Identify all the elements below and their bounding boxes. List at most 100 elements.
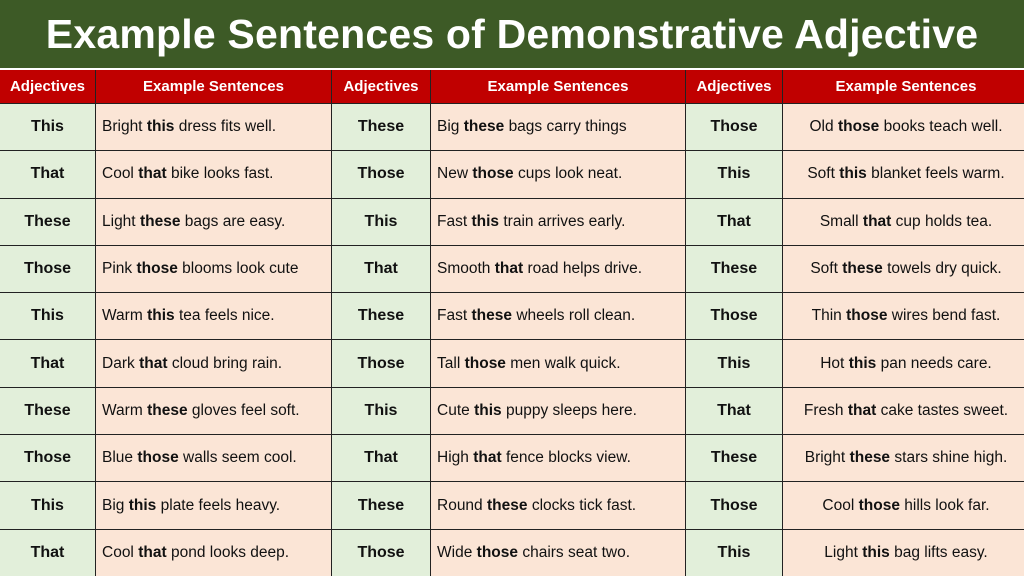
sentence-start: Blue: [102, 449, 134, 467]
sentence-cell: Big this plate feels heavy.: [96, 482, 331, 529]
sentence-start: Light: [824, 543, 858, 561]
adjective-cell: Those: [332, 340, 430, 387]
sentence-start: Warm: [102, 401, 143, 419]
sentence-end: road helps drive.: [527, 260, 643, 278]
demonstrative-word: those: [137, 449, 179, 467]
sentence-cell: Dark that cloud bring rain.: [96, 340, 331, 387]
demonstrative-word: this: [848, 354, 877, 372]
sentence-cell: Fast this train arrives early.: [431, 198, 685, 245]
demonstrative-word: those: [858, 496, 900, 514]
sentence-start: Bright: [804, 449, 846, 467]
adjective-cell: This: [0, 482, 95, 529]
demonstrative-word: those: [837, 118, 880, 136]
sentence-start: Dark: [102, 354, 135, 372]
sentence-cell: Cute this puppy sleeps here.: [431, 387, 685, 435]
sentence-start: Wide: [437, 543, 473, 561]
adjective-cell: These: [0, 198, 95, 245]
sentence-start: Tall: [437, 354, 461, 372]
adjective-cell: That: [0, 151, 95, 198]
title: Example Sentences of Demonstrative Adjec…: [0, 0, 1024, 68]
table: Adjectives Example Sentences Adjectives Exa…: [0, 70, 1024, 576]
adjective-cell: This: [686, 151, 782, 198]
sentence-end: pond looks deep.: [170, 543, 290, 561]
sentence-end: chairs seat two.: [522, 543, 631, 561]
demonstrative-word: these: [147, 401, 188, 419]
sentence-start: Fast: [437, 307, 468, 325]
sentence-start: Cool: [102, 543, 134, 561]
demonstrative-word: these: [463, 118, 505, 136]
sentence-cell: Tall those men walk quick.: [431, 340, 685, 387]
sentence-start: Cute: [437, 401, 470, 419]
sentence-end: dress fits well.: [178, 118, 277, 136]
sentence-start: Big: [102, 496, 125, 514]
sentence-end: bags are easy.: [184, 212, 286, 230]
sentence-start: Smooth: [437, 260, 491, 278]
sentence-cell: Warm these gloves feel soft.: [96, 387, 331, 435]
sentence-end: pan needs care.: [880, 354, 992, 372]
sentence-end: blanket feels warm.: [871, 165, 1005, 183]
demonstrative-word: those: [464, 354, 506, 372]
sentence-end: towels dry quick.: [887, 260, 1002, 278]
sentence-cell: Fast these wheels roll clean.: [431, 293, 685, 340]
sentence-cell: Fresh that cake tastes sweet.: [783, 387, 1024, 435]
adjective-cell: This: [0, 104, 95, 151]
sentence-end: cloud bring rain.: [171, 354, 283, 372]
sentence-start: Light: [102, 212, 136, 230]
adjective-cell: That: [332, 245, 430, 293]
column-header: Adjectives: [686, 70, 782, 103]
sentence-cell: Bright these stars shine high.: [783, 435, 1024, 482]
demonstrative-word: those: [136, 260, 178, 278]
adjective-cell: Those: [0, 245, 95, 293]
sentence-start: Soft: [807, 165, 835, 183]
sentence-end: hills look far.: [904, 496, 990, 514]
sentence-cell: Small that cup holds tea.: [783, 198, 1024, 245]
demonstrative-word: this: [839, 165, 867, 183]
demonstrative-word: that: [473, 449, 502, 467]
demonstrative-word: this: [862, 543, 890, 561]
sentence-start: New: [437, 165, 469, 183]
adjective-cell: That: [332, 435, 430, 482]
sentence-start: Cool: [822, 496, 855, 514]
sentence-start: Cool: [102, 165, 134, 183]
adjective-cell: That: [686, 198, 782, 245]
demonstrative-word: that: [139, 354, 168, 372]
demonstrative-word: these: [849, 449, 891, 467]
adjective-cell: These: [686, 245, 782, 293]
adjective-cell: These: [332, 104, 430, 151]
column-header: Adjectives: [0, 70, 95, 103]
sentence-end: bags carry things: [508, 118, 627, 136]
adjective-cell: That: [0, 529, 95, 576]
sentence-cell: Hot this pan needs care.: [783, 340, 1024, 387]
sentence-cell: Bright this dress fits well.: [96, 104, 331, 151]
sentence-cell: Wide those chairs seat two.: [431, 529, 685, 576]
sentence-cell: Pink those blooms look cute: [96, 245, 331, 293]
demonstrative-word: that: [847, 401, 877, 419]
sentence-start: Hot: [820, 354, 845, 372]
sentence-cell: Soft this blanket feels warm.: [783, 151, 1024, 198]
demonstrative-word: these: [842, 260, 883, 278]
sentence-cell: New those cups look neat.: [431, 151, 685, 198]
adjective-cell: Those: [0, 435, 95, 482]
demonstrative-word: those: [472, 165, 514, 183]
sentence-cell: Warm this tea feels nice.: [96, 293, 331, 340]
sentence-cell: Smooth that road helps drive.: [431, 245, 685, 293]
sentence-cell: Big these bags carry things: [431, 104, 685, 151]
sentence-end: bike looks fast.: [170, 165, 274, 183]
sentence-cell: Blue those walls seem cool.: [96, 435, 331, 482]
column-header: Example Sentences: [431, 70, 685, 103]
adjective-cell: That: [686, 387, 782, 435]
sentence-end: fence blocks view.: [505, 449, 631, 467]
sentence-start: Round: [437, 496, 483, 514]
adjective-cell: Those: [686, 482, 782, 529]
demonstrative-word: that: [862, 212, 892, 230]
sentence-end: blooms look cute: [182, 260, 299, 278]
sentence-start: Warm: [102, 307, 143, 325]
column-header: Example Sentences: [96, 70, 331, 103]
sentence-start: Thin: [811, 307, 842, 325]
sentence-start: Big: [437, 118, 460, 136]
demonstrative-word: these: [487, 496, 528, 514]
sentence-end: clocks tick fast.: [531, 496, 637, 514]
sentence-cell: Light this bag lifts easy.: [783, 529, 1024, 576]
demonstrative-word: that: [138, 165, 167, 183]
demonstrative-word: these: [139, 212, 181, 230]
